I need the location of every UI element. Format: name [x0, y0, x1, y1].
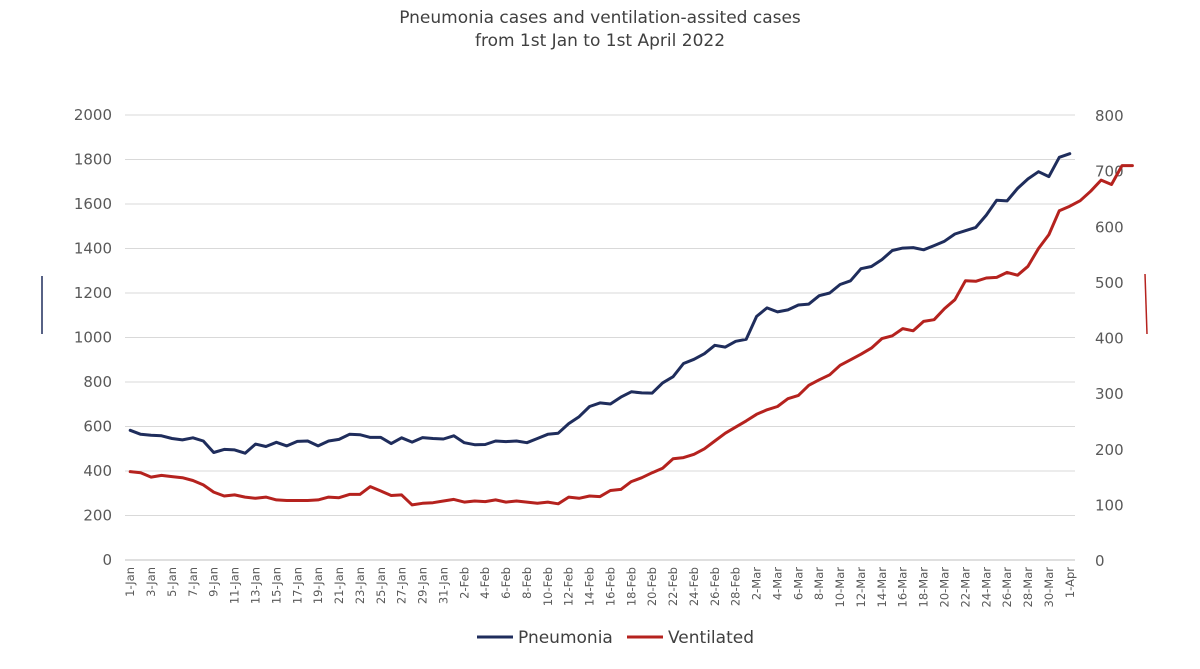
series-line-ventilated: [128, 164, 1134, 507]
left-tick-label: 1000: [74, 329, 112, 347]
left-tick-label: 400: [83, 462, 112, 480]
x-tick-label: 3-Jan: [144, 567, 158, 597]
x-tick-label: 8-Mar: [812, 567, 826, 600]
x-tick-label: 12-Mar: [854, 567, 868, 608]
series-line-pneumonia: [128, 152, 1072, 455]
series-layer: [128, 152, 1134, 507]
chart-title: Pneumonia cases and ventilation-assited …: [399, 8, 801, 28]
x-tick-label: 4-Mar: [770, 567, 784, 600]
x-tick-label: 6-Feb: [499, 567, 513, 599]
left-tick-label: 1800: [74, 151, 112, 169]
x-tick-label: 22-Mar: [958, 567, 972, 608]
x-tick-label: 26-Feb: [708, 567, 722, 606]
x-axis-ticks: 1-Jan 3-Jan 5-Jan 7-Jan 9-Jan 11-Jan 13-Jan 15-…: [123, 567, 1077, 608]
left-tick-label: 2000: [74, 106, 112, 124]
x-tick-label: 18-Feb: [624, 567, 638, 606]
x-tick-label: 29-Jan: [416, 567, 430, 604]
left-tick-label: 800: [83, 373, 112, 391]
x-tick-label: 20-Feb: [645, 567, 659, 606]
x-tick-label: 6-Mar: [791, 567, 805, 600]
x-tick-label: 7-Jan: [186, 567, 200, 597]
x-tick-label: 13-Jan: [248, 567, 262, 604]
x-tick-label: 20-Mar: [938, 567, 952, 608]
x-tick-label: 9-Jan: [207, 567, 221, 597]
right-tick-label: 300: [1095, 385, 1124, 403]
left-axis-ticks: 0 200 400 600 800 1000 1200 1400 1600 1800 2000: [74, 106, 112, 569]
x-tick-label: 10-Feb: [541, 567, 555, 606]
x-tick-label: 24-Feb: [687, 567, 701, 606]
right-tick-label: 800: [1095, 107, 1124, 125]
gridlines: [125, 114, 1075, 516]
left-tick-label: 600: [83, 418, 112, 436]
chart-subtitle: from 1st Jan to 1st April 2022: [475, 31, 725, 51]
legend: Pneumonia Ventilated: [477, 628, 754, 648]
x-tick-label: 4-Feb: [478, 567, 492, 599]
right-tick-label: 200: [1095, 441, 1124, 459]
legend-label-ventilated: Ventilated: [668, 628, 754, 648]
x-tick-label: 16-Feb: [603, 567, 617, 606]
right-tick-label: 0: [1095, 552, 1105, 570]
x-tick-label: 14-Feb: [583, 567, 597, 606]
x-tick-label: 18-Mar: [917, 567, 931, 608]
x-tick-label: 10-Mar: [833, 567, 847, 608]
x-tick-label: 15-Jan: [269, 567, 283, 604]
left-tick-label: 1400: [74, 240, 112, 258]
x-tick-label: 31-Jan: [436, 567, 450, 604]
x-tick-label: 2-Feb: [457, 567, 471, 599]
legend-label-pneumonia: Pneumonia: [518, 628, 613, 648]
x-tick-label: 25-Jan: [374, 567, 388, 604]
x-tick-label: 2-Mar: [750, 567, 764, 600]
x-tick-label: 5-Jan: [165, 567, 179, 597]
left-tick-label: 200: [83, 507, 112, 525]
x-tick-label: 16-Mar: [896, 567, 910, 608]
x-tick-label: 11-Jan: [228, 567, 242, 604]
x-tick-label: 14-Mar: [875, 567, 889, 608]
left-tick-label: 1200: [74, 284, 112, 302]
x-tick-label: 19-Jan: [311, 567, 325, 604]
right-axis-series-marker: [1144, 273, 1148, 335]
x-tick-label: 12-Feb: [562, 567, 576, 606]
left-tick-label: 1600: [74, 195, 112, 213]
right-tick-label: 600: [1095, 218, 1124, 236]
right-tick-label: 400: [1095, 330, 1124, 348]
right-tick-label: 100: [1095, 496, 1124, 514]
x-tick-label: 17-Jan: [290, 567, 304, 604]
x-tick-label: 1-Jan: [123, 567, 137, 597]
right-tick-label: 500: [1095, 274, 1124, 292]
x-tick-label: 8-Feb: [520, 567, 534, 599]
x-tick-label: 28-Mar: [1021, 567, 1035, 608]
x-tick-label: 30-Mar: [1042, 567, 1056, 608]
x-tick-label: 1-Apr: [1063, 567, 1077, 598]
x-tick-label: 22-Feb: [666, 567, 680, 606]
left-tick-label: 0: [102, 551, 112, 569]
x-tick-label: 24-Mar: [979, 567, 993, 608]
x-tick-label: 26-Mar: [1000, 567, 1014, 608]
x-tick-label: 23-Jan: [353, 567, 367, 604]
x-tick-label: 27-Jan: [395, 567, 409, 604]
x-tick-label: 21-Jan: [332, 567, 346, 604]
x-tick-label: 28-Feb: [729, 567, 743, 606]
